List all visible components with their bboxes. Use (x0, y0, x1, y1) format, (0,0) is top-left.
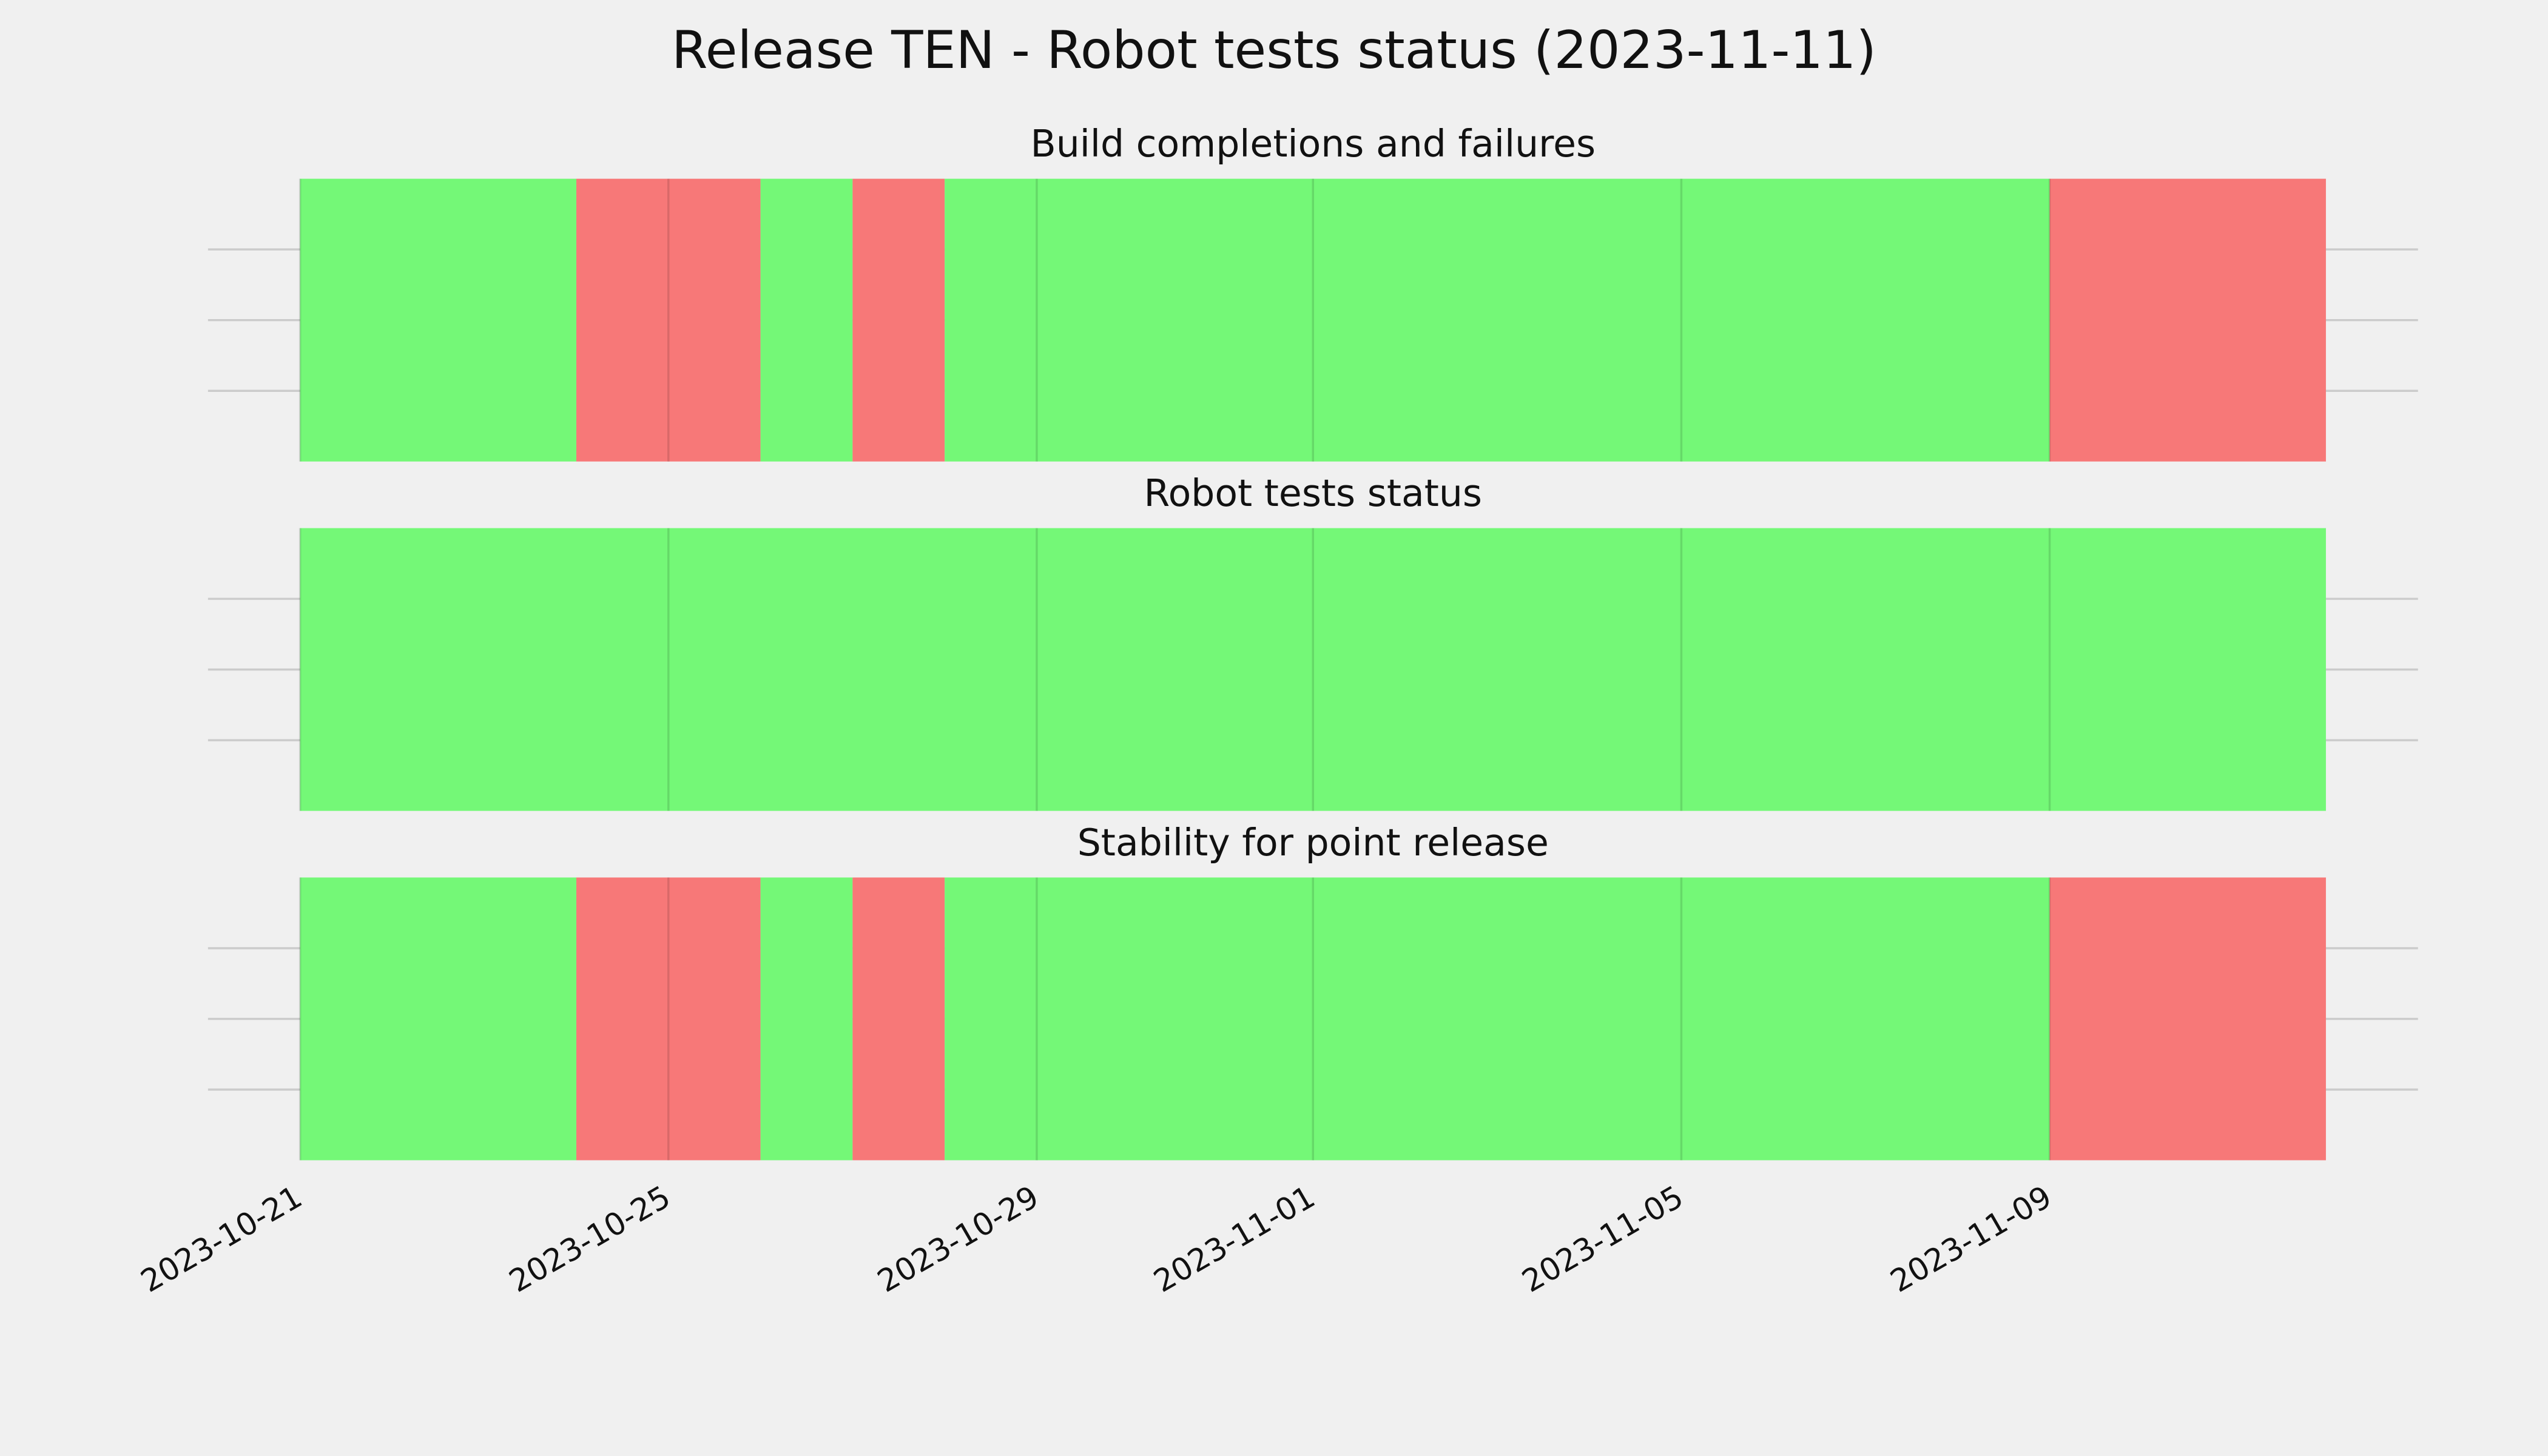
status-span (300, 877, 577, 1161)
subplot-title: Robot tests status (1144, 471, 1482, 515)
status-span (852, 877, 945, 1161)
x-tick-label: 2023-11-01 (1148, 1179, 1321, 1300)
x-tick-label: 2023-10-21 (135, 1179, 309, 1300)
status-span (2049, 178, 2326, 462)
status-span (300, 178, 577, 462)
status-span (760, 877, 853, 1161)
status-span (852, 178, 945, 462)
subplot-title: Stability for point release (1077, 821, 1549, 864)
subplot-title: Build completions and failures (1030, 122, 1596, 166)
x-tick-label: 2023-11-05 (1516, 1179, 1690, 1300)
status-span (945, 178, 2050, 462)
status-span (760, 178, 853, 462)
x-tick-label: 2023-10-29 (872, 1179, 1045, 1300)
status-span (576, 178, 761, 462)
x-tick-label: 2023-11-09 (1885, 1179, 2058, 1300)
chart-title: Release TEN - Robot tests status (2023-1… (672, 20, 1876, 81)
x-tick-label: 2023-10-25 (504, 1179, 677, 1300)
status-span (2049, 877, 2326, 1161)
status-span (945, 877, 2050, 1161)
status-span (300, 528, 2326, 811)
status-span (576, 877, 761, 1161)
